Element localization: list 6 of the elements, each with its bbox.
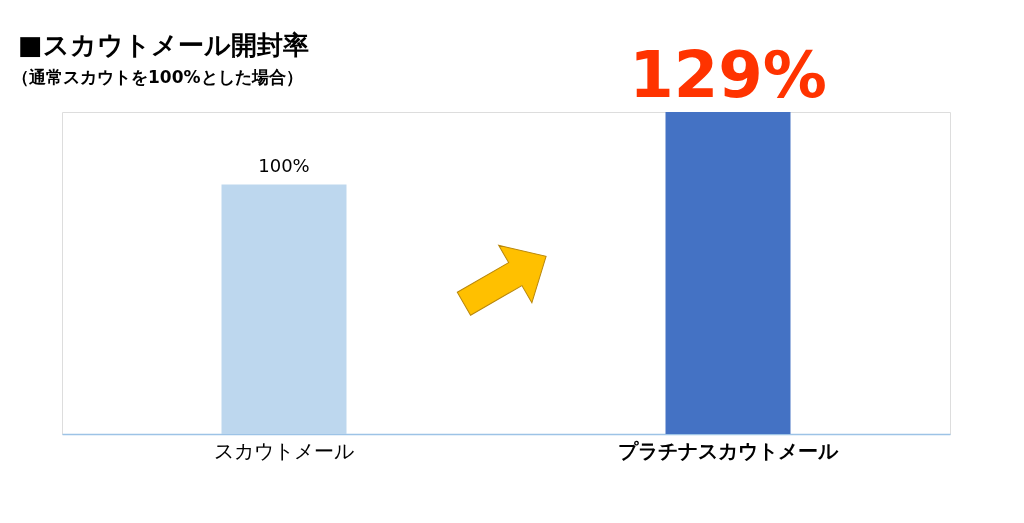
x-tick-label: スカウトメール (214, 439, 354, 463)
chart-title: ■スカウトメール開封率 (18, 30, 309, 60)
data-label: 100% (258, 155, 310, 177)
x-tick-label: プラチナスカウトメール (618, 439, 839, 463)
data-label: 129% (629, 38, 827, 112)
chart-subtitle: （通常スカウトを100%とした場合） (12, 67, 303, 87)
